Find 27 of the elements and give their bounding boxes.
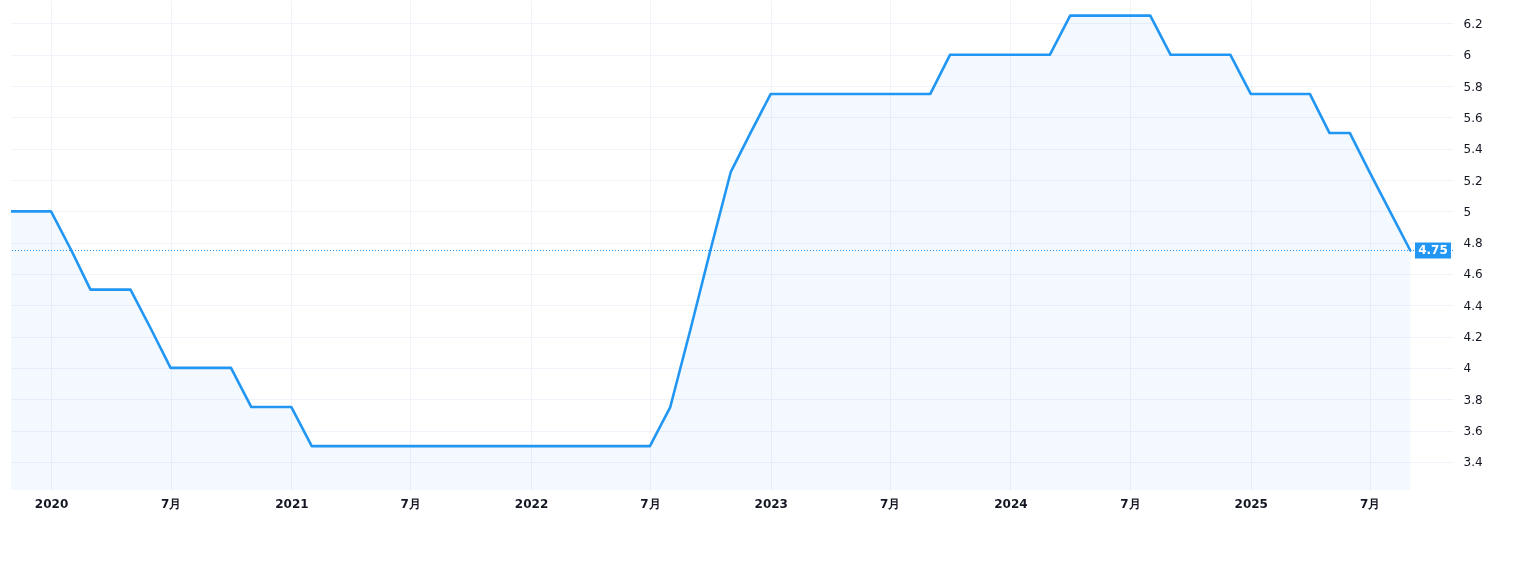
x-tick-label: 2021 [275,496,309,511]
y-tick-label: 4.4 [1463,298,1483,313]
x-tick-label: 2023 [754,496,788,511]
x-tick-label: 2020 [34,496,69,511]
y-tick-label: 4 [1463,361,1472,376]
y-tick-label: 4.2 [1463,330,1483,345]
y-tick-label: 3.4 [1463,455,1483,470]
x-tick-label: 7月 [640,496,661,511]
x-tick-label: 7月 [400,496,421,511]
y-tick-label: 5 [1463,204,1472,219]
y-tick-label: 4.6 [1463,267,1483,282]
x-tick-label: 2025 [1234,496,1268,511]
y-tick-label: 5.4 [1463,142,1483,157]
y-tick-label: 5.6 [1463,110,1483,125]
x-tick-label: 2024 [994,496,1028,511]
y-tick-label: 3.8 [1463,392,1483,407]
x-tick-label: 7月 [160,496,182,511]
y-tick-label: 3.6 [1463,424,1483,439]
y-tick-label: 4.8 [1463,236,1483,251]
x-tick-label: 7月 [1359,496,1381,511]
x-tick-label: 7月 [1120,496,1141,511]
y-tick-label: 6.2 [1463,16,1483,31]
y-tick-label: 5.2 [1463,173,1483,188]
x-tick-label: 2022 [514,496,549,511]
y-tick-label: 5.8 [1463,79,1483,94]
y-tick-label: 6 [1463,48,1472,63]
x-tick-label: 7月 [879,496,901,511]
